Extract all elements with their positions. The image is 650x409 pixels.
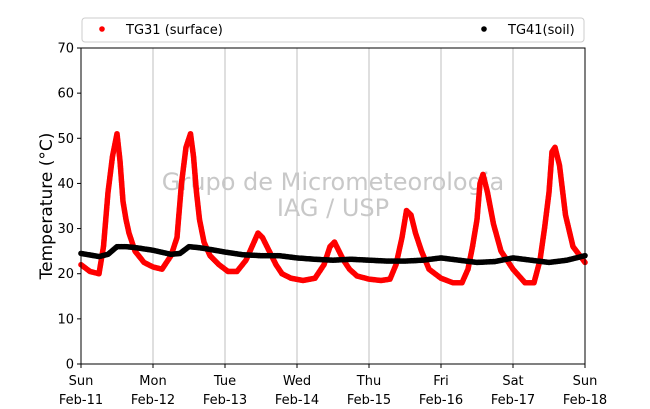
x-axis: Sun Feb-11 Mon Feb-12 Tue Feb-13 Wed Feb-14 Thu F… <box>59 364 607 408</box>
legend-marker-surface <box>99 26 105 32</box>
y-tick-label: 10 <box>57 312 74 327</box>
x-tick-day: Sun <box>573 374 598 389</box>
x-tick-date: Feb-17 <box>491 393 535 408</box>
watermark-line-1: Grupo de Micrometeorologia <box>162 168 504 196</box>
y-tick-label: 60 <box>57 87 74 102</box>
watermark: Grupo de Micrometeorologia IAG / USP <box>162 168 504 222</box>
y-tick-label: 70 <box>57 42 74 57</box>
x-tick-date: Feb-11 <box>59 393 103 408</box>
x-tick-date: Feb-14 <box>275 393 319 408</box>
legend-label-soil: TG41(soil) <box>507 23 575 38</box>
x-tick-day: Thu <box>356 374 381 389</box>
y-tick-label: 30 <box>57 222 74 237</box>
x-tick-day: Tue <box>213 374 236 389</box>
x-tick-day: Sat <box>502 374 523 389</box>
series-0 <box>78 130 588 286</box>
grid-lines <box>152 48 514 364</box>
y-tick-label: 50 <box>57 132 74 147</box>
x-tick-day: Fri <box>433 374 449 389</box>
x-tick-day: Sun <box>69 374 94 389</box>
y-axis: 0 10 20 30 40 50 60 70 <box>57 42 81 373</box>
x-tick-date: Feb-12 <box>131 393 175 408</box>
legend-label-surface: TG31 (surface) <box>125 23 223 38</box>
legend: TG31 (surface) TG41(soil) <box>81 17 585 43</box>
x-tick-date: Feb-15 <box>347 393 391 408</box>
series-1 <box>78 243 588 266</box>
y-tick-label: 0 <box>66 358 74 373</box>
y-tick-label: 40 <box>57 177 74 192</box>
x-tick-date: Feb-13 <box>203 393 247 408</box>
x-tick-date: Feb-16 <box>419 393 463 408</box>
legend-marker-soil <box>481 26 487 32</box>
y-axis-label: Temperature (°C) <box>37 133 57 281</box>
y-tick-label: 20 <box>57 267 74 282</box>
x-tick-day: Mon <box>139 374 166 389</box>
plot-frame <box>80 47 586 365</box>
x-tick-day: Wed <box>283 374 311 389</box>
watermark-line-2: IAG / USP <box>277 194 389 222</box>
legend-box <box>81 17 585 43</box>
x-tick-date: Feb-18 <box>563 393 607 408</box>
series-layer <box>78 130 588 286</box>
